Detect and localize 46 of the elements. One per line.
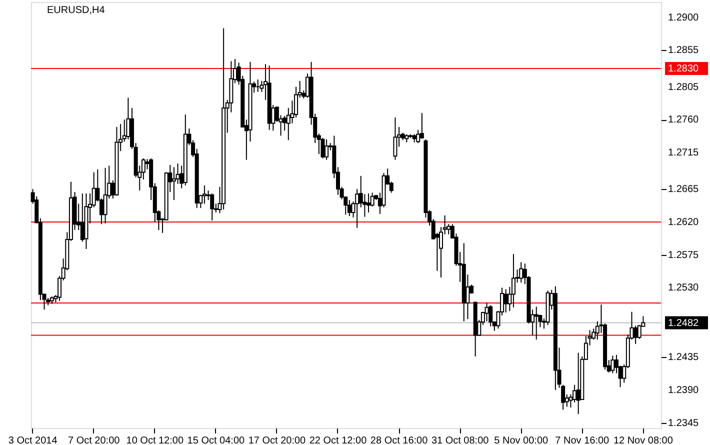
candlestick <box>393 116 398 160</box>
x-tick-label: 17 Oct 20:00 <box>248 436 306 445</box>
y-tick-label: 1.2760 <box>668 114 700 126</box>
y-tick-label: 1.2715 <box>668 148 700 159</box>
x-tick-label: 15 Oct 04:00 <box>187 436 245 445</box>
candlestick <box>103 167 108 224</box>
candlestick <box>416 129 420 144</box>
y-tick-label: 1.2530 <box>668 282 700 294</box>
candlestick <box>366 192 371 213</box>
candlestick <box>202 184 206 204</box>
y-tick-label: 1.2435 <box>668 352 700 364</box>
candlestick <box>484 302 489 322</box>
y-tick-label: 1.2805 <box>668 82 700 93</box>
candlestick <box>519 262 524 284</box>
y-tick-label: 1.2575 <box>668 250 700 261</box>
candlestick <box>634 325 638 344</box>
candlestick <box>172 166 176 201</box>
x-tick-label: 31 Oct 08:00 <box>431 436 490 445</box>
candlestick <box>320 137 325 159</box>
y-tick-label: 1.2855 <box>668 45 700 56</box>
candlestick <box>347 200 352 217</box>
chart-title: EURUSD,H4 <box>47 5 106 16</box>
candlestick <box>324 138 329 160</box>
x-tick-label: 7 Oct 20:00 <box>68 436 120 445</box>
ref-line-label: 1.2482 <box>668 318 700 329</box>
ref-line-label: 1.2830 <box>668 63 700 74</box>
candlestick <box>488 304 493 327</box>
y-tick-label: 1.2390 <box>668 385 700 396</box>
candlestick <box>504 288 508 314</box>
x-tick-label: 22 Oct 12:00 <box>309 436 368 445</box>
x-tick-label: 12 Nov 08:00 <box>613 436 674 445</box>
candlestick <box>282 115 287 132</box>
x-tick-label: 3 Oct 2014 <box>8 436 58 445</box>
candlestick <box>534 306 538 340</box>
x-tick-label: 7 Nov 16:00 <box>555 436 610 445</box>
x-tick-label: 5 Nov 00:00 <box>494 436 549 445</box>
candlestick <box>420 112 424 140</box>
candlestick <box>511 254 516 308</box>
y-tick-label: 1.2620 <box>668 216 700 228</box>
x-tick-label: 28 Oct 16:00 <box>370 436 428 445</box>
x-tick-label: 10 Oct 12:00 <box>126 436 184 445</box>
y-tick-label: 1.2345 <box>668 418 700 429</box>
y-tick-label: 1.2900 <box>668 12 700 24</box>
candlestick <box>210 192 214 221</box>
candlestick <box>610 355 615 374</box>
y-tick-label: 1.2665 <box>668 184 700 196</box>
